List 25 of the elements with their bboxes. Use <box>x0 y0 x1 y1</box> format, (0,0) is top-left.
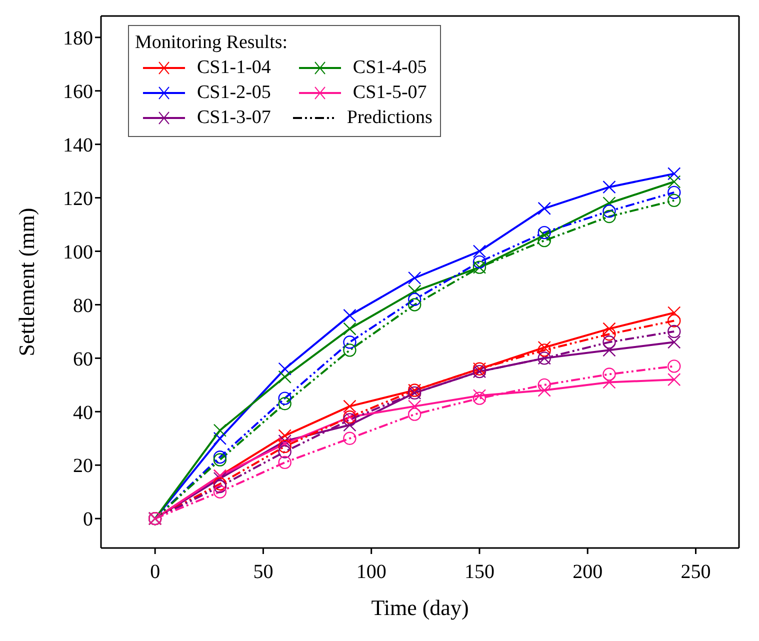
legend-label: CS1-4-05 <box>352 56 427 80</box>
legend-label: CS1-5-07 <box>352 81 427 105</box>
legend-label: CS1-2-05 <box>197 81 271 105</box>
y-tick-label: 160 <box>63 80 93 103</box>
y-tick-label: 60 <box>73 348 93 370</box>
y-tick-label: 180 <box>63 27 93 50</box>
x-tick-label: 200 <box>572 561 603 584</box>
y-tick-label: 80 <box>73 294 93 317</box>
y-tick-label: 20 <box>73 455 93 478</box>
legend-title: Monitoring Results: <box>135 31 289 55</box>
x-tick-label: 0 <box>150 561 160 584</box>
y-tick-label: 40 <box>73 402 93 424</box>
x-tick-label: 150 <box>464 561 494 584</box>
y-axis-title: Settlement (mm) <box>14 208 39 356</box>
legend-label: CS1-1-04 <box>197 56 271 80</box>
y-tick-label: 0 <box>83 508 93 531</box>
y-tick-label: 140 <box>63 134 93 156</box>
x-axis-title: Time (day) <box>371 595 469 620</box>
x-tick-label: 50 <box>253 561 274 584</box>
y-tick-label: 100 <box>63 241 93 264</box>
x-tick-label: 250 <box>680 561 711 584</box>
x-tick-label: 100 <box>356 561 386 584</box>
y-tick-label: 120 <box>63 188 93 210</box>
legend-label: CS1-3-07 <box>197 106 271 130</box>
annotation: Predictions <box>346 106 432 130</box>
